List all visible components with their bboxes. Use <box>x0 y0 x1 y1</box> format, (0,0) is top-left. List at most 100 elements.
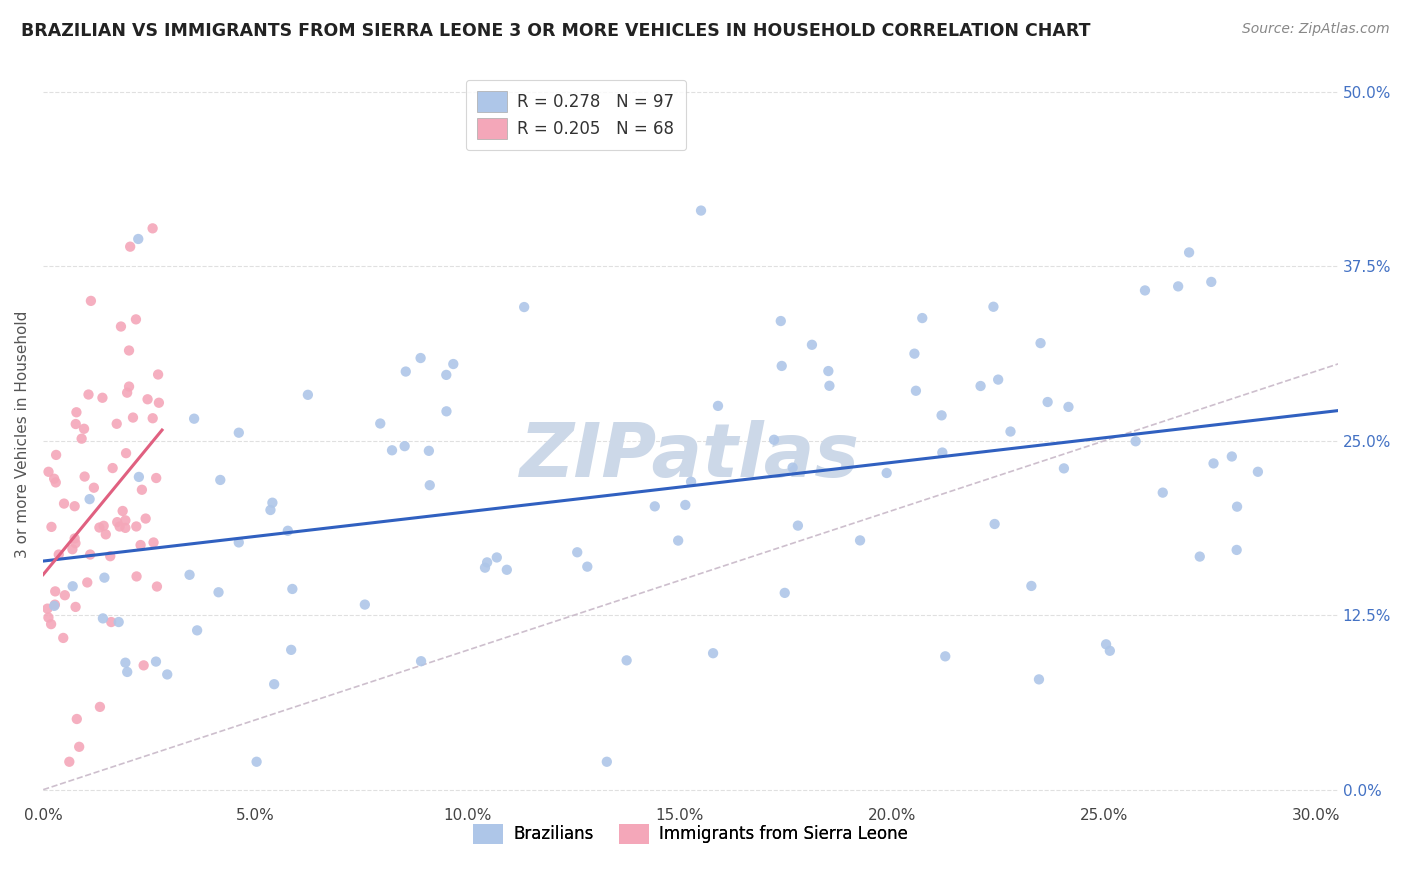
Point <box>1226 500 1249 514</box>
Point <box>135 511 157 525</box>
Point <box>53 497 76 511</box>
Point <box>48 548 70 562</box>
Point <box>818 378 841 392</box>
Point <box>644 500 666 514</box>
Point <box>115 385 138 400</box>
Point <box>817 364 839 378</box>
Point <box>125 312 148 326</box>
Point <box>707 399 730 413</box>
Point <box>567 545 589 559</box>
Point <box>1247 465 1270 479</box>
Point <box>1226 543 1249 558</box>
Point <box>763 433 786 447</box>
Point <box>1133 284 1156 298</box>
Point <box>142 411 165 425</box>
Point <box>73 469 96 483</box>
Point <box>129 538 152 552</box>
Point <box>245 755 267 769</box>
Point <box>91 611 114 625</box>
Point <box>931 445 953 459</box>
Point <box>63 532 86 546</box>
Point <box>58 755 80 769</box>
Point <box>576 559 599 574</box>
Point <box>142 535 165 549</box>
Point <box>419 478 441 492</box>
Point <box>60 542 83 557</box>
Point <box>228 535 250 549</box>
Point <box>110 319 132 334</box>
Point <box>1201 275 1223 289</box>
Point <box>673 498 696 512</box>
Point <box>114 513 136 527</box>
Point <box>91 391 114 405</box>
Point <box>39 617 62 632</box>
Point <box>849 533 872 548</box>
Point <box>105 515 128 529</box>
Point <box>148 396 170 410</box>
Point <box>434 368 457 382</box>
Point <box>904 384 927 398</box>
Point <box>127 232 149 246</box>
Point <box>70 432 93 446</box>
Point <box>146 368 169 382</box>
Point <box>1167 279 1189 293</box>
Point <box>79 548 101 562</box>
Point <box>62 579 84 593</box>
Point <box>52 631 75 645</box>
Point <box>409 654 432 668</box>
Point <box>93 518 115 533</box>
Point <box>120 240 142 254</box>
Point <box>114 656 136 670</box>
Point <box>131 483 153 497</box>
Point <box>1000 425 1022 439</box>
Point <box>65 417 87 431</box>
Point <box>931 409 953 423</box>
Point <box>770 359 793 373</box>
Point <box>183 411 205 425</box>
Text: ZIPatlas: ZIPatlas <box>520 419 860 492</box>
Point <box>394 439 416 453</box>
Y-axis label: 3 or more Vehicles in Household: 3 or more Vehicles in Household <box>15 310 30 558</box>
Point <box>80 293 103 308</box>
Point <box>1202 457 1225 471</box>
Point <box>262 496 284 510</box>
Point <box>115 665 138 679</box>
Point <box>876 466 898 480</box>
Point <box>146 580 169 594</box>
Point <box>156 667 179 681</box>
Point <box>280 643 302 657</box>
Point <box>89 520 111 534</box>
Point <box>277 524 299 538</box>
Point <box>495 563 517 577</box>
Point <box>911 311 934 326</box>
Point <box>118 343 141 358</box>
Point <box>368 417 391 431</box>
Point <box>65 536 87 550</box>
Text: BRAZILIAN VS IMMIGRANTS FROM SIERRA LEONE 3 OR MORE VEHICLES IN HOUSEHOLD CORREL: BRAZILIAN VS IMMIGRANTS FROM SIERRA LEON… <box>21 22 1091 40</box>
Point <box>114 521 136 535</box>
Point <box>44 599 66 613</box>
Point <box>987 373 1010 387</box>
Point <box>145 471 167 485</box>
Point <box>44 598 66 612</box>
Point <box>441 357 464 371</box>
Point <box>474 560 496 574</box>
Point <box>118 379 141 393</box>
Point <box>485 550 508 565</box>
Point <box>263 677 285 691</box>
Point <box>38 465 60 479</box>
Point <box>690 203 713 218</box>
Point <box>73 422 96 436</box>
Point <box>903 346 925 360</box>
Point <box>136 392 159 407</box>
Point <box>79 492 101 507</box>
Point <box>773 586 796 600</box>
Point <box>934 649 956 664</box>
Point <box>65 599 87 614</box>
Point <box>101 461 124 475</box>
Point <box>41 520 63 534</box>
Point <box>209 473 232 487</box>
Point <box>45 448 67 462</box>
Point <box>596 755 619 769</box>
Point <box>782 460 804 475</box>
